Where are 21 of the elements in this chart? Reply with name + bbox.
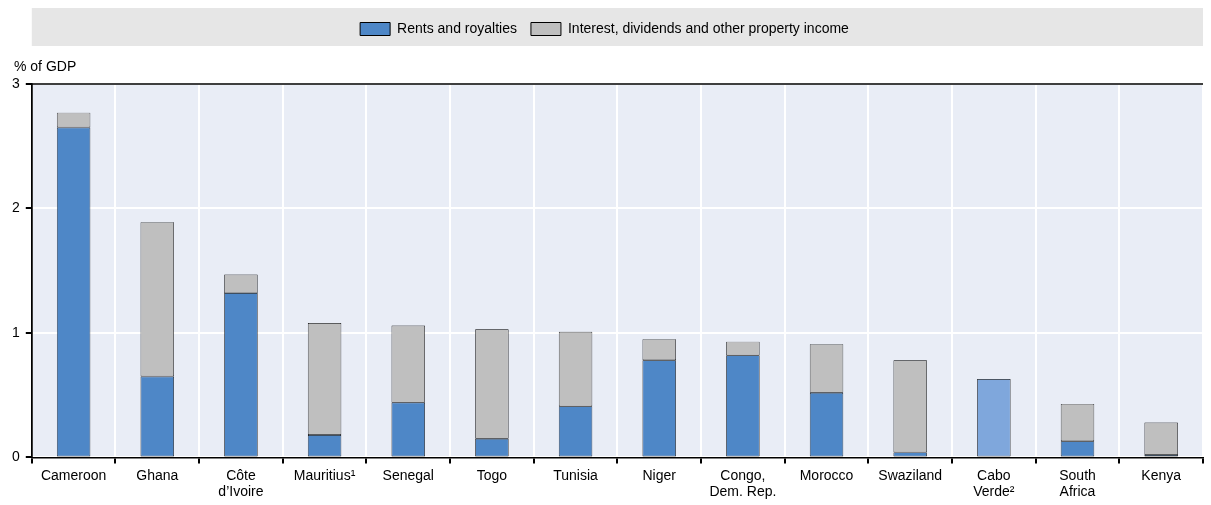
x-tick-label: Tunisia <box>553 466 599 483</box>
x-tick-label: Morocco <box>799 466 854 483</box>
y-tick-label: 0 <box>11 448 20 465</box>
legend-label: Rents and royalties <box>397 19 517 36</box>
x-tick-label: Swaziland <box>878 466 943 483</box>
legend-label: Interest, dividends and other property income <box>567 19 850 36</box>
x-tick-label: Kenya <box>1141 466 1182 483</box>
x-tick-label: Côte d’Ivoire <box>218 466 264 500</box>
x-tick-label: Niger <box>642 466 677 483</box>
x-tick-label: Cabo Verde² <box>973 466 1015 500</box>
y-tick-label: 1 <box>11 323 20 340</box>
x-tick-label: Mauritius¹ <box>293 466 356 483</box>
x-tick-label: Senegal <box>382 466 434 483</box>
y-axis-title: % of GDP <box>14 57 77 74</box>
x-tick-label: Cameroon <box>40 466 107 483</box>
y-tick-label: 2 <box>11 199 20 216</box>
x-tick-label: Ghana <box>136 466 179 483</box>
x-tick-label: Congo, Dem. Rep. <box>709 466 777 500</box>
y-tick-label: 3 <box>11 74 20 91</box>
x-tick-label: Togo <box>476 466 508 483</box>
x-tick-label: South Africa <box>1059 466 1096 500</box>
